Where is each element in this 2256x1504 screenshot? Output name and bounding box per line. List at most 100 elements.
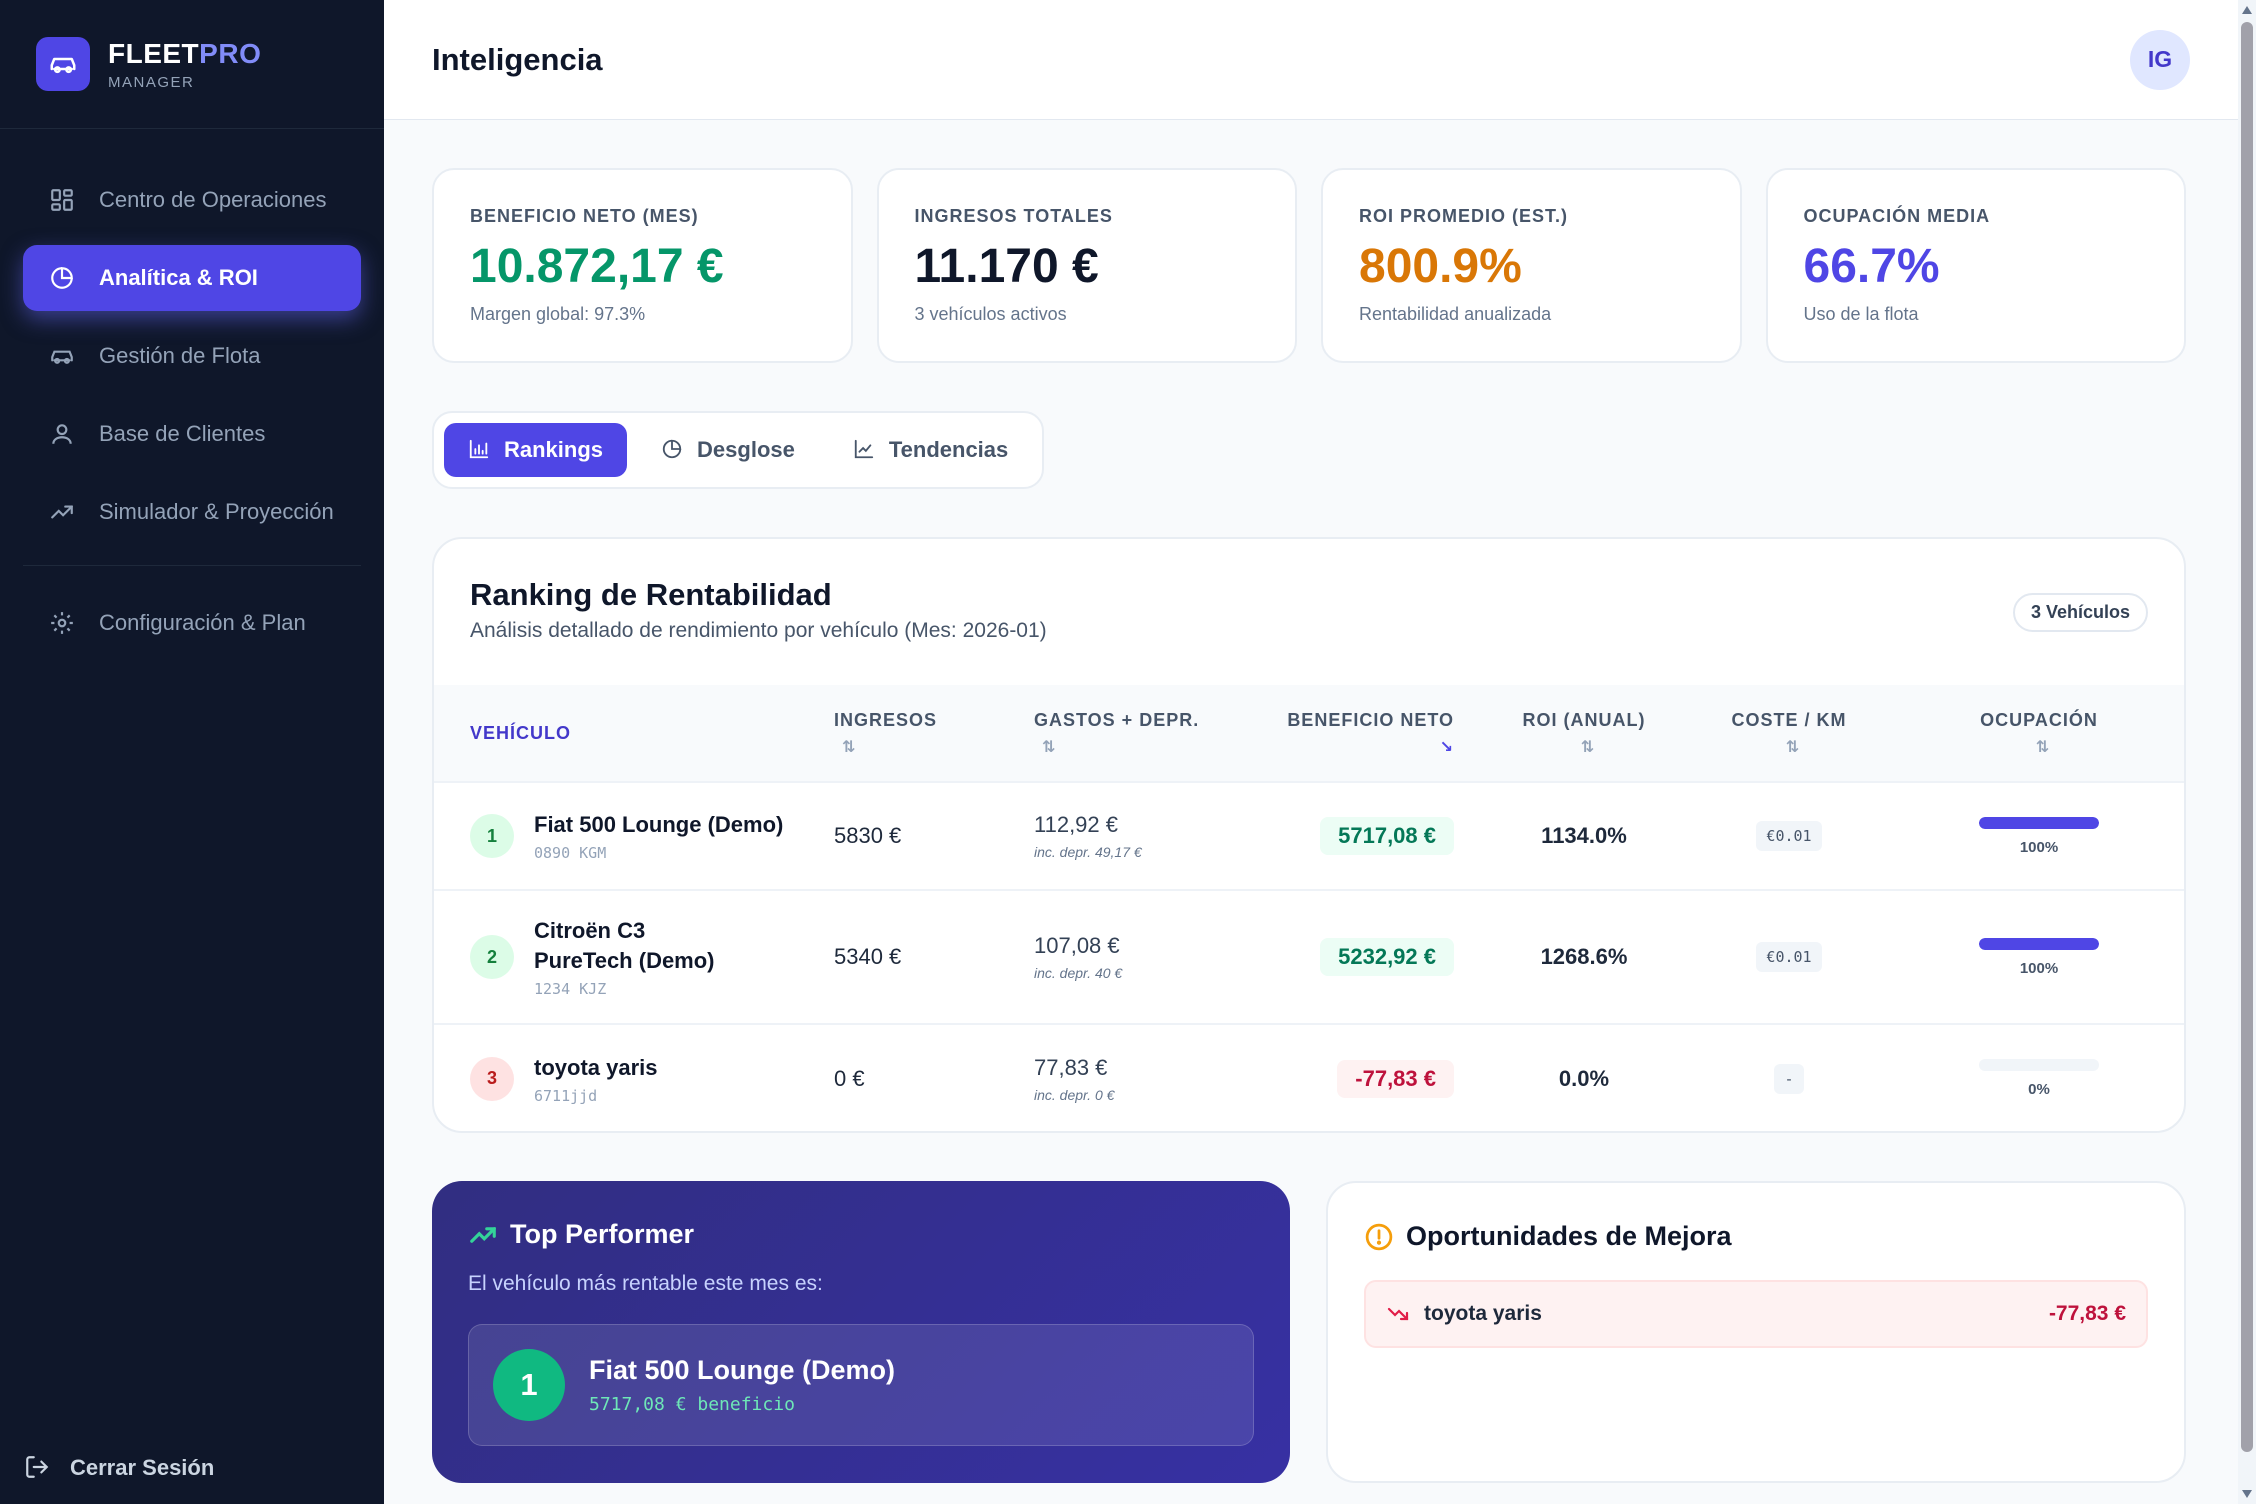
tab-tendencias[interactable]: Tendencias <box>829 423 1032 477</box>
brand: FLEETPRO MANAGER <box>0 0 384 129</box>
kpi-value: 11.170 € <box>914 240 1099 293</box>
ranking-table: VEHÍCULO INGRESOS ⇅ GASTOS + DEPR. ⇅ BENEF… <box>434 685 2184 1131</box>
brand-subtitle: MANAGER <box>108 73 195 91</box>
kpi-card-total-income: INGRESOS TOTALES 11.170 € 3 vehículos ac… <box>876 168 1297 363</box>
scrollbar[interactable] <box>2238 0 2256 1504</box>
column-header-cost-km[interactable]: COSTE / KM ⇅ <box>1684 685 1894 783</box>
insights-row: Top Performer El vehículo más rentable e… <box>432 1181 2186 1483</box>
table-row[interactable]: 1 Fiat 500 Lounge (Demo) 0890 KGM 5830 € 1… <box>434 782 2184 890</box>
roi-cell: 0.0% <box>1558 1065 1610 1091</box>
table-row[interactable]: 3 toyota yaris 6711jjd 0 € 77,83 € inc. dep… <box>434 1024 2184 1131</box>
gear-icon <box>48 609 76 637</box>
tab-label: Rankings <box>504 437 604 462</box>
sidebar-item-label: Gestión de Flota <box>99 343 261 368</box>
column-header-net-profit[interactable]: BENEFICIO NETO ↘ <box>1234 685 1484 783</box>
top-performer-value: 5717,08 € beneficio <box>589 1394 795 1415</box>
column-header-vehicle[interactable]: VEHÍCULO <box>434 685 834 783</box>
table-row[interactable]: 2 Citroën C3 PureTech (Demo) 1234 KJZ 5340… <box>434 890 2184 1024</box>
trending-up-icon <box>468 1220 498 1250</box>
kpi-value: 800.9% <box>1359 240 1522 293</box>
net-profit-badge: 5717,08 € <box>1320 817 1454 855</box>
sidebar-item-clients[interactable]: Base de Clientes <box>23 401 361 467</box>
sort-icon[interactable]: ⇅ <box>1580 738 1596 756</box>
kpi-card-net-profit: BENEFICIO NETO (MES) 10.872,17 € Margen … <box>432 168 853 363</box>
rank-badge: 1 <box>493 1349 565 1421</box>
sidebar-item-label: Centro de Operaciones <box>99 187 327 212</box>
sort-desc-icon[interactable]: ↘ <box>1439 738 1454 756</box>
rank-badge: 3 <box>470 1056 514 1101</box>
expenses-value: 107,08 € <box>1034 933 1120 958</box>
kpi-value: 66.7% <box>1803 240 1940 293</box>
occupancy-fill <box>1979 816 2099 829</box>
sidebar-item-label: Configuración & Plan <box>99 610 306 635</box>
trending-down-icon <box>1386 1302 1410 1326</box>
kpi-subtitle: Uso de la flota <box>1803 304 1919 324</box>
tab-desglose[interactable]: Desglose <box>637 423 819 477</box>
top-performer-name: Fiat 500 Lounge (Demo) <box>589 1355 896 1385</box>
pie-chart-icon <box>661 438 685 462</box>
kpi-subtitle: Margen global: 97.3% <box>470 304 646 324</box>
sidebar-item-operations[interactable]: Centro de Operaciones <box>23 167 361 233</box>
income-cell: 5830 € <box>834 823 902 848</box>
sidebar-divider <box>23 565 361 566</box>
kpi-label: OCUPACIÓN MEDIA <box>1803 206 1991 226</box>
income-cell: 5340 € <box>834 944 902 969</box>
opportunity-item[interactable]: toyota yaris -77,83 € <box>1364 1280 2148 1348</box>
column-header-roi[interactable]: ROI (ANUAL) ⇅ <box>1484 685 1684 783</box>
logout-button[interactable]: Cerrar Sesión <box>24 1454 214 1482</box>
column-header-occupancy[interactable]: OCUPACIÓN ⇅ <box>1894 685 2184 783</box>
ranking-subtitle: Análisis detallado de rendimiento por ve… <box>470 619 1047 642</box>
sidebar-item-analytics[interactable]: Analítica & ROI <box>23 245 361 311</box>
top-performer-card: Top Performer El vehículo más rentable e… <box>432 1181 1290 1483</box>
scroll-down-icon[interactable] <box>2242 1490 2252 1498</box>
kpi-subtitle: 3 vehículos activos <box>914 304 1067 324</box>
kpi-value: 10.872,17 € <box>470 240 724 293</box>
ranking-card: Ranking de Rentabilidad Análisis detalla… <box>432 537 2186 1133</box>
kpi-label: INGRESOS TOTALES <box>914 206 1113 226</box>
cost-per-km: - <box>1774 1063 1804 1094</box>
tab-rankings[interactable]: Rankings <box>444 423 628 477</box>
opportunity-vehicle: toyota yaris <box>1424 1302 1542 1325</box>
depreciation-note: inc. depr. 49,17 € <box>1034 844 1142 860</box>
scrollbar-thumb[interactable] <box>2241 22 2253 1452</box>
top-performer-title: Top Performer <box>510 1219 695 1249</box>
occupancy-label: 0% <box>2028 1081 2050 1098</box>
sort-icon[interactable]: ⇅ <box>842 738 857 756</box>
sidebar-item-simulator[interactable]: Simulador & Proyección <box>23 479 361 545</box>
sort-icon[interactable]: ⇅ <box>2035 738 2051 756</box>
page-title: Inteligencia <box>432 41 603 77</box>
top-header: Inteligencia IG <box>384 0 2238 120</box>
sidebar-item-settings[interactable]: Configuración & Plan <box>23 590 361 656</box>
sort-icon[interactable]: ⇅ <box>1042 738 1057 756</box>
logout-label: Cerrar Sesión <box>70 1455 215 1480</box>
column-header-income[interactable]: INGRESOS ⇅ <box>834 685 1034 783</box>
car-icon <box>36 37 90 91</box>
vehicle-name: Fiat 500 Lounge (Demo) <box>534 812 784 837</box>
cost-per-km: €0.01 <box>1756 821 1822 851</box>
expenses-value: 77,83 € <box>1034 1054 1108 1080</box>
sidebar-item-fleet[interactable]: Gestión de Flota <box>23 323 361 389</box>
kpi-label: BENEFICIO NETO (MES) <box>470 206 699 226</box>
occupancy-label: 100% <box>2019 838 2059 856</box>
ranking-title: Ranking de Rentabilidad <box>470 577 832 612</box>
user-icon <box>48 420 76 448</box>
sort-icon[interactable]: ⇅ <box>1785 738 1801 756</box>
vehicle-plate: 1234 KJZ <box>534 980 607 998</box>
tab-label: Tendencias <box>888 437 1009 462</box>
scroll-up-icon[interactable] <box>2242 6 2252 14</box>
avatar[interactable]: IG <box>2130 29 2190 90</box>
column-header-expenses[interactable]: GASTOS + DEPR. ⇅ <box>1034 685 1234 783</box>
main-content: BENEFICIO NETO (MES) 10.872,17 € Margen … <box>432 168 2186 1483</box>
depreciation-note: inc. depr. 0 € <box>1034 1086 1115 1103</box>
occupancy-bar <box>1979 816 2099 829</box>
sidebar: FLEETPRO MANAGER Centro de Operaciones A… <box>0 0 384 1504</box>
opportunity-value: -77,83 € <box>2048 1302 2126 1325</box>
roi-cell: 1134.0% <box>1541 823 1627 848</box>
vehicle-name: toyota yaris <box>534 1054 658 1080</box>
tab-label: Desglose <box>697 437 795 462</box>
kpi-label: ROI PROMEDIO (EST.) <box>1359 206 1569 226</box>
occupancy-label: 100% <box>2019 959 2059 977</box>
net-profit-badge: 5232,92 € <box>1320 938 1454 976</box>
sidebar-nav: Centro de Operaciones Analítica & ROI Ge… <box>0 129 384 656</box>
rank-badge: 1 <box>470 814 514 858</box>
